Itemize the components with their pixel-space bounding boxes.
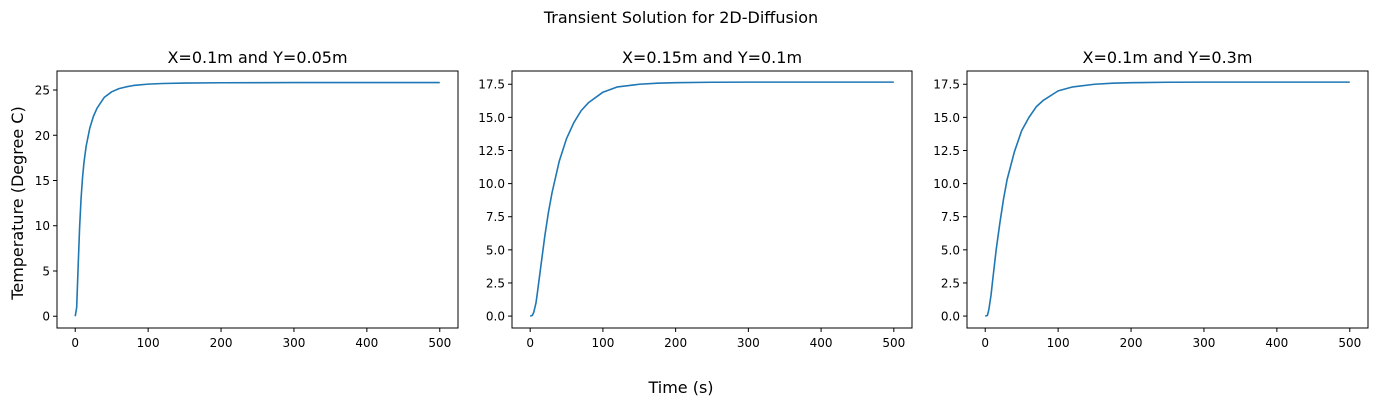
series-line	[74, 81, 440, 317]
x-tick-label: 200	[210, 336, 233, 350]
subplot-1: X=0.1m and Y=0.05m 0 100 200 300 400 500 0 5 10 15…	[35, 48, 459, 350]
y-tick-label: 10.0	[933, 177, 960, 191]
subplot-title: X=0.1m and Y=0.3m	[1083, 48, 1253, 67]
y-tick-label: 5.0	[486, 243, 505, 257]
x-tick-label: 400	[810, 336, 833, 350]
x-tick-label: 200	[664, 336, 687, 350]
y-tick-label: 15.0	[478, 111, 505, 125]
series-line	[529, 81, 894, 317]
y-tick-label: 2.5	[941, 276, 960, 290]
subplot-3: X=0.1m and Y=0.3m 0 100 200 300 400 500 0.0 2.5 5…	[933, 48, 1369, 350]
x-tick-label: 500	[882, 336, 905, 350]
x-tick-label: 100	[591, 336, 614, 350]
y-axis-label: Temperature (Degree C)	[8, 106, 27, 300]
y-tick-label: 7.5	[941, 210, 960, 224]
y-tick-label: 15.0	[933, 111, 960, 125]
y-tick-label: 10	[35, 219, 50, 233]
x-tick-label: 500	[428, 336, 451, 350]
x-tick-label: 100	[1047, 336, 1070, 350]
x-tick-label: 0	[981, 336, 989, 350]
y-tick-label: 15	[35, 174, 50, 188]
y-tick-label: 10.0	[478, 177, 505, 191]
figure-suptitle: Transient Solution for 2D-Diffusion	[543, 8, 818, 27]
y-tick-label: 0.0	[941, 310, 960, 324]
axes-frame	[56, 70, 459, 329]
subplot-title: X=0.15m and Y=0.1m	[622, 48, 802, 67]
x-tick-label: 400	[1265, 336, 1288, 350]
y-tick-label: 17.5	[478, 78, 505, 92]
x-tick-label: 0	[526, 336, 534, 350]
x-axis-label: Time (s)	[647, 378, 713, 397]
x-tick-label: 200	[1120, 336, 1143, 350]
x-tick-label: 300	[1193, 336, 1216, 350]
y-tick-label: 0.0	[486, 310, 505, 324]
series-line	[984, 81, 1350, 317]
x-tick-label: 300	[283, 336, 306, 350]
x-tick-label: 300	[737, 336, 760, 350]
y-tick-label: 25	[35, 84, 50, 98]
y-tick-label: 2.5	[486, 276, 505, 290]
axes-frame	[511, 70, 913, 329]
x-tick-label: 0	[71, 336, 79, 350]
axes-frame	[966, 70, 1369, 329]
subplot-title: X=0.1m and Y=0.05m	[167, 48, 347, 67]
y-tick-label: 17.5	[933, 78, 960, 92]
y-tick-label: 7.5	[486, 210, 505, 224]
y-tick-label: 5.0	[941, 243, 960, 257]
y-tick-label: 0	[42, 310, 50, 324]
y-tick-label: 12.5	[478, 144, 505, 158]
y-tick-label: 5	[42, 264, 50, 278]
x-tick-label: 100	[137, 336, 160, 350]
y-tick-label: 20	[35, 129, 50, 143]
subplot-2: X=0.15m and Y=0.1m 0 100 200 300 400 500 0.0 2.5…	[478, 48, 913, 350]
x-tick-label: 400	[355, 336, 378, 350]
y-tick-label: 12.5	[933, 144, 960, 158]
x-tick-label: 500	[1338, 336, 1361, 350]
